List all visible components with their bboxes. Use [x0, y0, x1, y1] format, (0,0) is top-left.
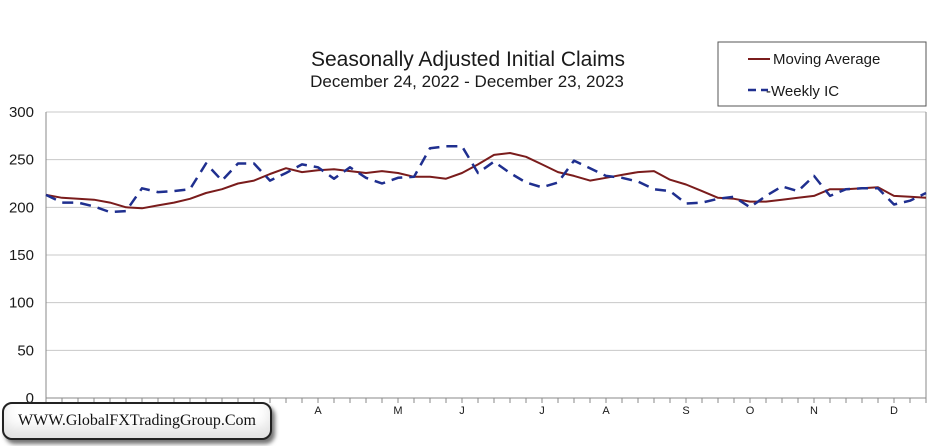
- x-tick-label-month: D: [890, 405, 898, 417]
- watermark-text: WWW.GlobalFXTradingGroup.Com: [18, 412, 256, 429]
- legend: Moving Average -Weekly IC: [717, 41, 927, 107]
- chart-subtitle: December 24, 2022 - December 23, 2023: [310, 72, 624, 91]
- y-tick-label: 50: [17, 342, 34, 359]
- y-axis-tick-labels: 0 50 100 150 200 250 300: [9, 104, 34, 407]
- x-tick-label-month: J: [459, 405, 465, 417]
- y-tick-label: 150: [9, 247, 34, 264]
- x-tick-label-month: M: [393, 405, 402, 417]
- x-tick-label-month: A: [602, 405, 610, 417]
- x-tick-label-month: O: [746, 405, 755, 417]
- y-tick-label: 300: [9, 104, 34, 121]
- y-tick-label: 200: [9, 199, 34, 216]
- legend-moving-average-label: Moving Average: [773, 51, 880, 68]
- chart-title: Seasonally Adjusted Initial Claims: [311, 48, 625, 71]
- x-tick-label-month: J: [539, 405, 545, 417]
- x-tick-label-month: S: [682, 405, 689, 417]
- x-tick-label-month: A: [314, 405, 322, 417]
- legend-weekly-label: -Weekly IC: [766, 83, 839, 100]
- series-layer: [45, 145, 927, 214]
- watermark-banner: WWW.GlobalFXTradingGroup.Com: [2, 402, 272, 440]
- y-tick-label: 250: [9, 152, 34, 169]
- series-line-moving-average: [45, 152, 927, 210]
- y-tick-label: 100: [9, 295, 34, 312]
- y-tick-label: 0: [26, 390, 34, 407]
- legend-box: [717, 41, 927, 107]
- x-tick-label-month: N: [810, 405, 818, 417]
- grid-lines: [46, 111, 926, 351]
- series-line-weekly-ic: [45, 145, 927, 214]
